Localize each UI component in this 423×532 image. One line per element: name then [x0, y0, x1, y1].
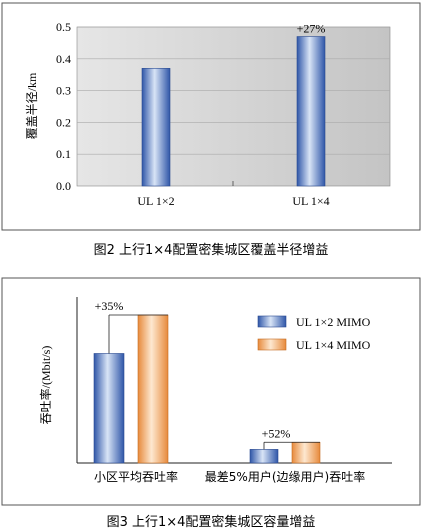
chart1-y-ticks: 0.0 0.1 0.2 0.3 0.4 0.5 — [56, 20, 71, 193]
chart1-gridlines — [77, 26, 390, 155]
chart2-x-labels: 小区平均吞吐率 最差5%用户(边缘用户)吞吐率 — [94, 469, 365, 484]
chart1-plot-area — [76, 26, 391, 187]
chart1-y-tick-label: 0.3 — [56, 84, 71, 98]
chart1-x-tick-label: UL 1×2 — [137, 194, 174, 208]
chart2-legend-label: UL 1×2 MIMO — [296, 315, 371, 329]
chart2-caption: 图3 上行1×4配置密集城区容量增益 — [107, 514, 316, 530]
chart1-y-axis-label: 覆盖半径/km — [25, 72, 39, 139]
chart1-y-tick-label: 0.5 — [56, 20, 71, 34]
chart1-data-label: +27% — [297, 22, 326, 36]
chart1-y-tick-label: 0.0 — [56, 179, 71, 193]
chart2-y-axis-label: 吞吐率/(Mbit/s) — [38, 346, 53, 425]
chart2-legend-swatch — [257, 338, 287, 351]
chart2-data-label: +35% — [95, 299, 124, 313]
chart2-legend-label: UL 1×4 MIMO — [296, 338, 371, 352]
chart1-y-tick-label: 0.4 — [56, 52, 71, 66]
chart1-bar — [296, 36, 326, 187]
chart2-frame — [1, 277, 421, 506]
chart-throughput: +35% +52% 小区平均吞吐率 最差5%用户(边缘用户)吞吐率 UL 1×2 M… — [1, 277, 421, 506]
chart2-bars: +35% +52% — [93, 299, 321, 464]
chart1-bar — [141, 68, 171, 187]
chart2-x-tick-label: 小区平均吞吐率 — [94, 469, 178, 484]
chart1-frame — [1, 2, 421, 231]
chart1-caption: 图2 上行1×4配置密集城区覆盖半径增益 — [94, 242, 329, 258]
chart-coverage-radius: 0.0 0.1 0.2 0.3 0.4 0.5 +27% UL 1×2 UL 1×4 覆盖半… — [1, 2, 421, 231]
chart1-y-tick-label: 0.1 — [56, 147, 71, 161]
chart2-bar — [249, 449, 279, 464]
chart2-x-tick-label: 最差5%用户(边缘用户)吞吐率 — [205, 469, 365, 484]
chart1-bars: +27% — [141, 22, 326, 187]
chart2-bar — [93, 353, 125, 464]
chart2-data-label: +52% — [262, 426, 291, 440]
chart1-x-tick-label: UL 1×4 — [292, 194, 329, 208]
chart2-bar — [291, 441, 321, 464]
chart2-bar — [137, 314, 169, 464]
chart2-legend-swatch — [257, 315, 287, 328]
chart2-legend: UL 1×2 MIMO UL 1×4 MIMO — [257, 315, 371, 352]
chart1-y-tick-label: 0.2 — [56, 115, 71, 129]
chart1-x-labels: UL 1×2 UL 1×4 — [137, 194, 329, 208]
